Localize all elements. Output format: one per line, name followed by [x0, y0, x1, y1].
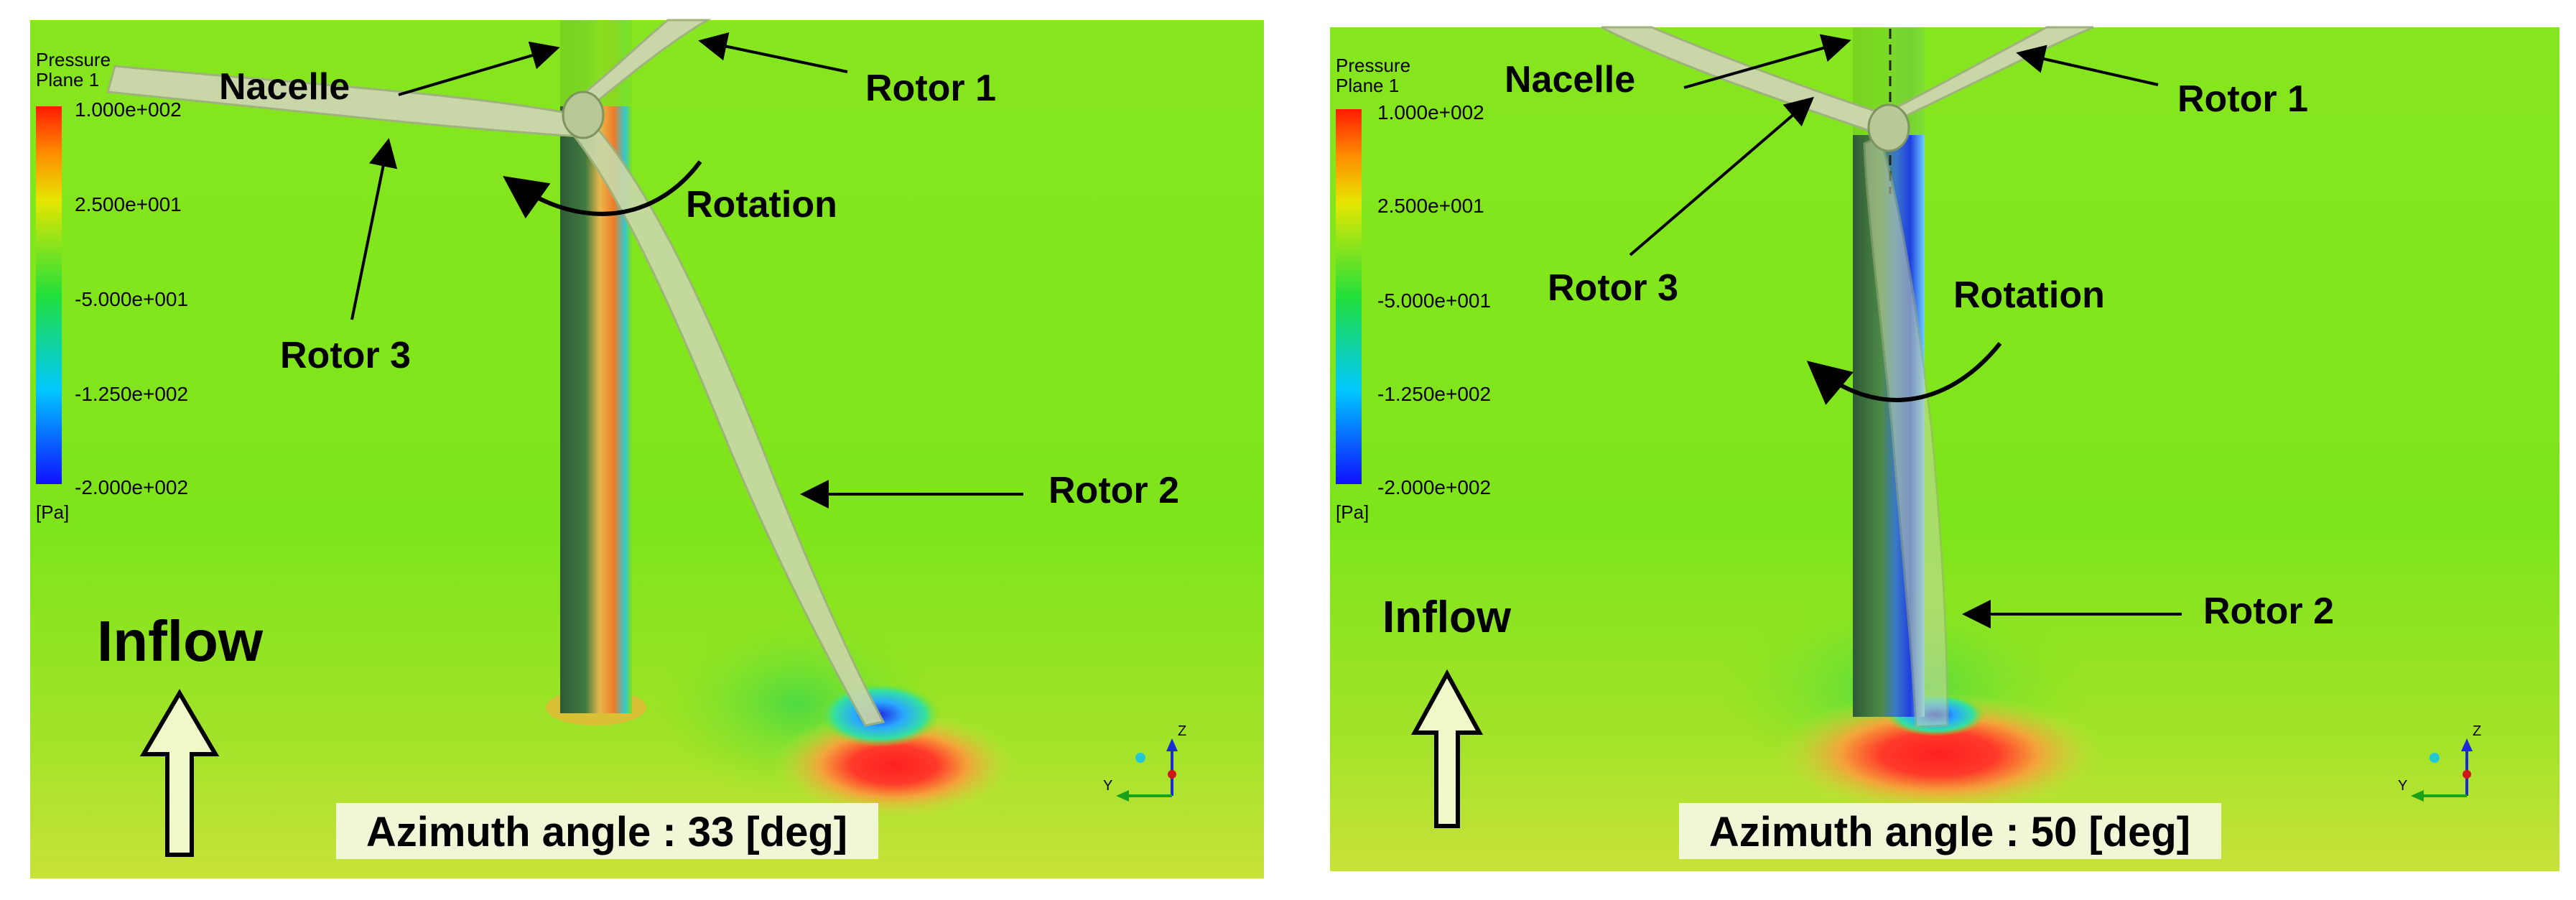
- hub: [1867, 103, 1910, 152]
- legend-tick-3: -1.250e+002: [1377, 383, 1491, 405]
- inflow-arrow-icon: [1410, 669, 1484, 828]
- azimuth-label: Azimuth angle : 33 [deg]: [366, 809, 847, 855]
- rotor-2-blade: [573, 113, 885, 727]
- legend-tick-4: -2.000e+002: [75, 476, 188, 498]
- arrow-rotation: [1806, 342, 2002, 405]
- label-rotation: Rotation: [1953, 274, 2105, 316]
- azimuth-box: [1679, 803, 2221, 859]
- arrow-rotor-1: [2016, 45, 2159, 86]
- legend-tick-0: 1.000e+002: [1377, 101, 1484, 124]
- label-inflow: Inflow: [97, 609, 264, 673]
- legend-location: Plane 1: [36, 69, 99, 91]
- legend-tick-1: 2.500e+001: [1377, 195, 1484, 217]
- axis-triad: Z Y: [1103, 723, 1186, 802]
- colorbar: [36, 106, 62, 484]
- axis-z-label: Z: [2473, 723, 2481, 739]
- pressure-field: [30, 20, 1264, 878]
- panel-2: Pressure Plane 1 1.000e+002 2.500e+001 -…: [1330, 26, 2559, 871]
- azimuth-label: Azimuth angle : 50 [deg]: [1709, 809, 2190, 855]
- rotor-2-blade: [1863, 134, 1949, 728]
- legend-unit: [Pa]: [1336, 501, 1369, 523]
- legend-location: Plane 1: [1336, 75, 1399, 96]
- high-pressure-spot: [772, 711, 1016, 819]
- legend-tick-2: -5.000e+001: [75, 288, 188, 310]
- inflow-arrow-icon: [139, 689, 220, 857]
- label-nacelle: Nacelle: [1505, 59, 1635, 101]
- label-nacelle: Nacelle: [219, 66, 350, 108]
- label-rotor-1: Rotor 1: [2177, 78, 2308, 120]
- legend-tick-2: -5.000e+001: [1377, 289, 1491, 312]
- legend-unit: [Pa]: [36, 501, 69, 523]
- legend-tick-4: -2.000e+002: [1377, 476, 1491, 498]
- arrow-rotor-3: [350, 138, 398, 320]
- axis-y-label: Y: [1103, 778, 1112, 794]
- axis-y-label: Y: [2398, 778, 2407, 794]
- rotor-3-blade: [106, 65, 583, 138]
- legend-tick-1: 2.500e+001: [75, 193, 182, 215]
- label-rotor-2: Rotor 2: [2203, 590, 2334, 632]
- label-rotor-3: Rotor 3: [280, 335, 411, 376]
- azimuth-box: [336, 803, 878, 859]
- label-rotation: Rotation: [686, 184, 837, 226]
- arrow-rotor-3: [1629, 96, 1815, 256]
- axis-triad: Z Y: [2398, 723, 2481, 802]
- arrow-nacelle: [398, 41, 560, 96]
- rotor-1-blade: [572, 19, 712, 109]
- legend-variable: Pressure: [1336, 55, 1410, 76]
- label-rotor-1: Rotor 1: [865, 68, 996, 109]
- legend-tick-3: -1.250e+002: [75, 383, 188, 405]
- panel-1: Pressure Plane 1 1.000e+002 2.500e+001 -…: [30, 19, 1264, 878]
- arrow-nacelle: [1683, 34, 1851, 89]
- label-inflow: Inflow: [1382, 593, 1512, 642]
- high-pressure-spot: [1774, 693, 2104, 815]
- arrow-rotation: [503, 160, 702, 219]
- legend-variable: Pressure: [36, 49, 111, 70]
- legend-tick-0: 1.000e+002: [75, 98, 182, 121]
- axis-z-label: Z: [1178, 723, 1186, 739]
- hub: [562, 91, 605, 139]
- label-rotor-2: Rotor 2: [1048, 470, 1179, 511]
- label-rotor-3: Rotor 3: [1548, 267, 1678, 309]
- arrow-rotor-1: [698, 32, 848, 73]
- colorbar: [1336, 109, 1362, 484]
